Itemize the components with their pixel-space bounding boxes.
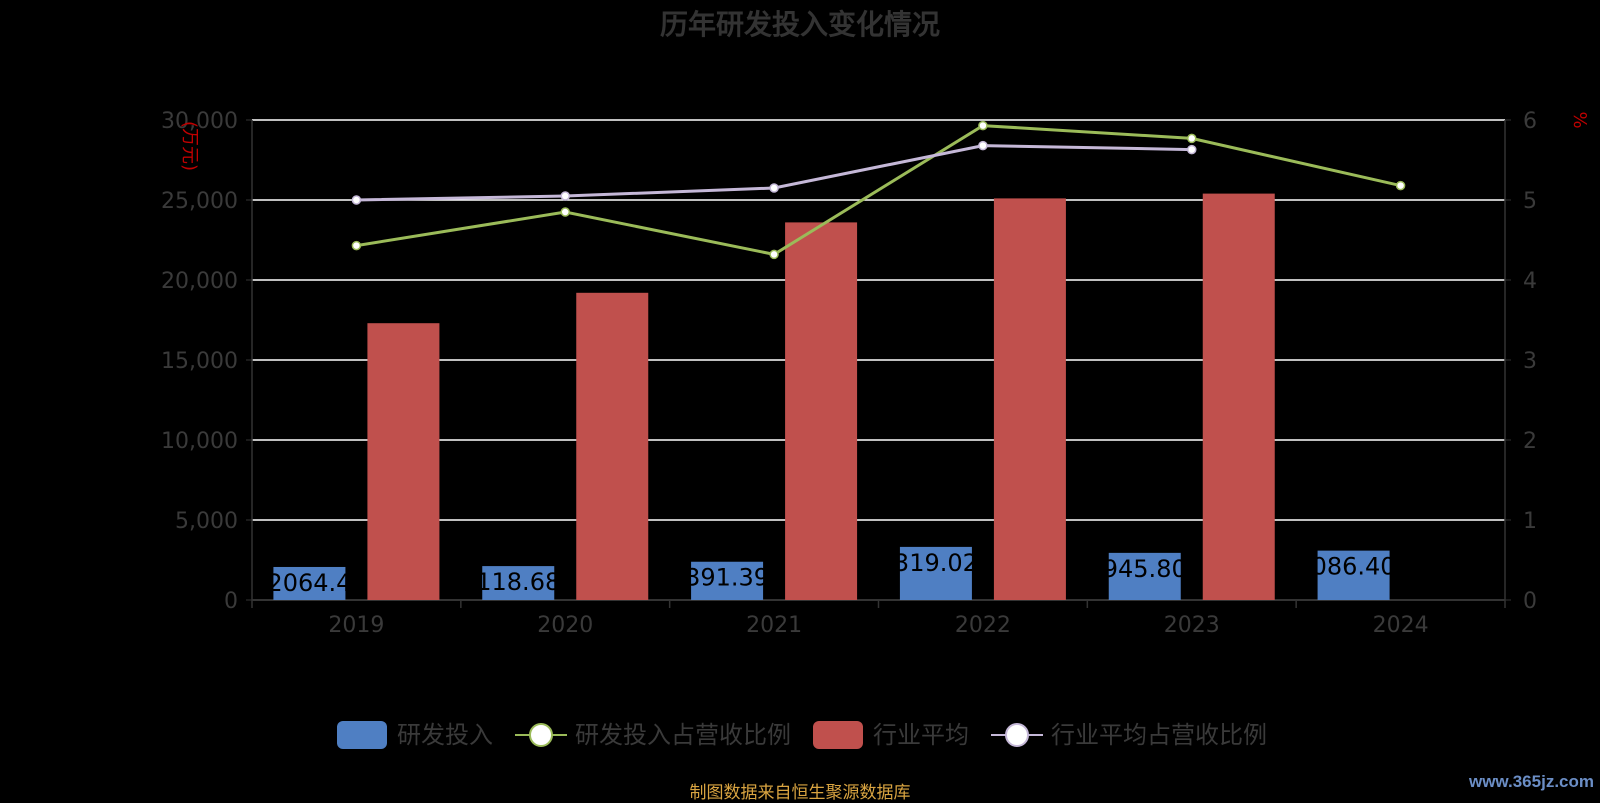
bar-rd-investment — [482, 566, 555, 600]
bar-rd-investment — [899, 546, 972, 600]
legend-swatch-marker — [529, 723, 553, 747]
right-tick-label: 5 — [1523, 189, 1537, 214]
bar-data-label: 945.80 — [1103, 555, 1187, 583]
source-note: 制图数据来自恒生聚源数据库 — [689, 783, 911, 803]
line-point — [351, 240, 362, 251]
right-tick-label: 2 — [1523, 429, 1537, 454]
x-tick-label: 2021 — [746, 613, 802, 638]
legend-label: 研发投入 — [397, 721, 493, 749]
line-point — [351, 195, 362, 205]
bar-rd-investment — [273, 566, 346, 600]
right-tick-label: 1 — [1523, 509, 1537, 534]
legend-label: 研发投入占营收比例 — [575, 721, 791, 749]
left-tick-label: 5,000 — [175, 509, 238, 534]
legend-swatch — [337, 721, 387, 749]
left-axis-label: (万元) — [179, 121, 200, 171]
bar-data-label: 319.02 — [894, 549, 978, 577]
x-tick-label: 2024 — [1373, 613, 1429, 638]
bar-industry-average — [367, 323, 440, 600]
line-point — [978, 140, 988, 151]
legend-swatch — [813, 721, 863, 749]
bar-industry-average — [785, 222, 858, 600]
right-tick-label: 4 — [1523, 269, 1537, 294]
x-tick-label: 2022 — [955, 613, 1011, 638]
line-point — [560, 191, 570, 201]
bar-rd-investment — [1108, 552, 1181, 600]
line-point — [560, 207, 570, 217]
x-tick-label: 2020 — [537, 613, 593, 638]
chart-title: 历年研发投入变化情况 — [660, 8, 940, 41]
bar-rd-investment — [691, 561, 764, 600]
legend-label: 行业平均占营收比例 — [1051, 721, 1267, 749]
line-point — [769, 183, 779, 193]
right-tick-label: 0 — [1523, 589, 1537, 614]
line-point — [1395, 180, 1406, 191]
line-rd-ratio — [356, 124, 1401, 256]
right-tick-label: 6 — [1523, 109, 1537, 134]
legend-swatch-marker — [1005, 723, 1029, 747]
bar-industry-average — [993, 198, 1066, 600]
left-tick-label: 25,000 — [161, 189, 238, 214]
right-axis-label: % — [1569, 111, 1590, 128]
line-point — [1187, 133, 1197, 144]
bar-data-label: 391.39 — [685, 564, 769, 592]
left-tick-label: 15,000 — [161, 349, 238, 374]
right-tick-label: 3 — [1523, 349, 1537, 374]
bar-data-label: 118.68 — [476, 568, 560, 596]
bar-industry-average — [1202, 193, 1275, 600]
bar-data-label: 086.40 — [1312, 553, 1396, 581]
line-point — [769, 249, 779, 260]
line-point — [1187, 144, 1197, 155]
legend-label: 行业平均 — [873, 721, 969, 749]
left-tick-label: 30,000 — [161, 109, 238, 134]
bar-rd-investment — [1317, 550, 1390, 600]
bar-industry-average — [576, 292, 649, 600]
watermark: www.365jz.com — [1468, 772, 1594, 791]
left-tick-label: 20,000 — [161, 269, 238, 294]
x-tick-label: 2023 — [1164, 613, 1220, 638]
line-point — [978, 120, 988, 131]
left-tick-label: 0 — [224, 589, 238, 614]
bar-data-label: 2064.4 — [267, 569, 351, 597]
left-tick-label: 10,000 — [161, 429, 238, 454]
x-tick-label: 2019 — [328, 613, 384, 638]
